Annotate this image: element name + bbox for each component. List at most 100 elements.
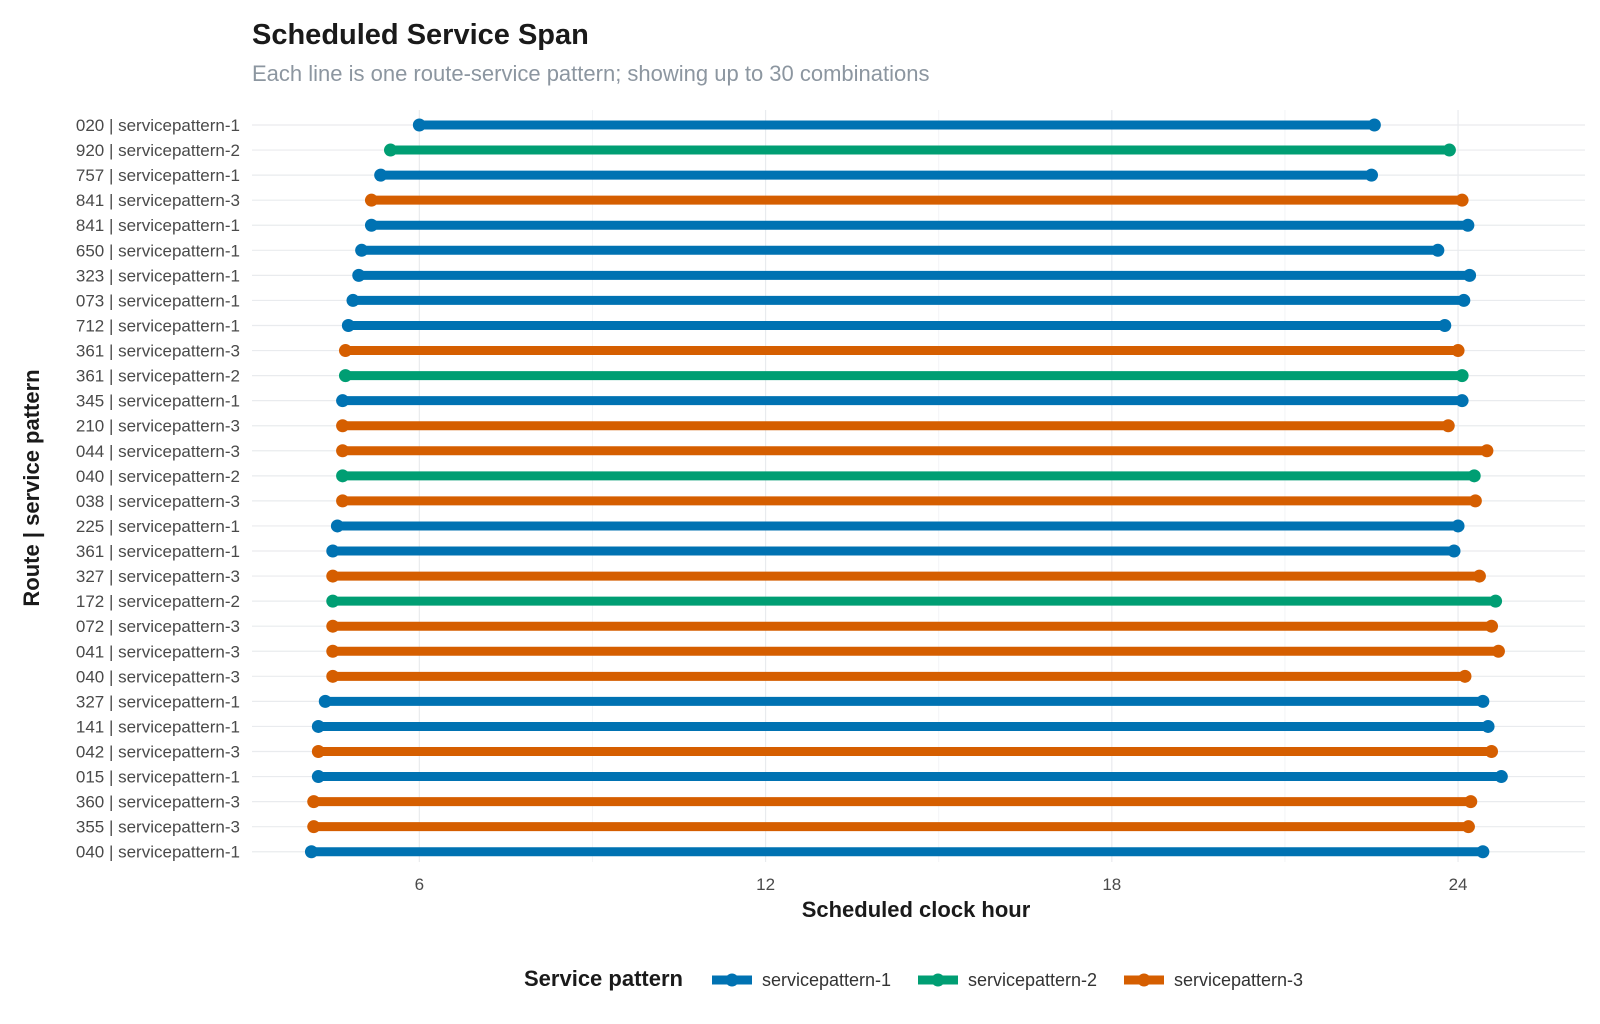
start-point <box>307 820 321 834</box>
end-point <box>1468 494 1482 508</box>
start-point <box>326 544 340 558</box>
y-tick-label: 040 | servicepattern-3 <box>76 667 240 686</box>
dumbbell-row <box>326 569 1486 583</box>
end-point <box>1476 845 1490 859</box>
y-tick-label: 920 | servicepattern-2 <box>76 141 240 160</box>
dumbbell-row <box>338 369 1469 383</box>
y-tick-labels: 020 | servicepattern-1 920 | servicepatte… <box>76 116 240 862</box>
dumbbell-row <box>330 519 1465 533</box>
dumbbell-row <box>336 419 1455 433</box>
dumbbell-row <box>307 820 1475 834</box>
dumbbell-row <box>352 268 1477 282</box>
dumbbell-row <box>336 444 1494 458</box>
dumbbell-row <box>338 344 1465 358</box>
legend-item: servicepattern-3 <box>1124 970 1303 990</box>
start-point <box>336 394 350 408</box>
end-point <box>1441 419 1455 433</box>
start-point <box>311 745 325 758</box>
legend-label: servicepattern-1 <box>762 970 891 990</box>
end-point <box>1472 569 1486 583</box>
dumbbell-row <box>311 745 1499 758</box>
y-tick-label: 040 | servicepattern-1 <box>76 843 240 862</box>
dumbbell-row <box>383 143 1456 157</box>
dumbbell-row <box>355 243 1445 257</box>
end-point <box>1451 344 1465 358</box>
legend-label: servicepattern-2 <box>968 970 1097 990</box>
end-point <box>1485 745 1499 758</box>
legend-key-point <box>1137 973 1151 987</box>
x-tick-label: 24 <box>1449 875 1468 894</box>
dumbbell-row <box>307 795 1478 809</box>
start-point <box>346 293 360 307</box>
legend-item: servicepattern-2 <box>918 970 1097 990</box>
end-point <box>1467 469 1481 483</box>
dumbbell-row <box>336 469 1481 483</box>
end-point <box>1464 795 1478 809</box>
dumbbell-row <box>318 694 1490 708</box>
y-tick-label: 841 | servicepattern-3 <box>76 191 240 210</box>
start-point <box>341 318 355 332</box>
start-point <box>318 694 332 708</box>
dumbbell-row <box>336 494 1482 508</box>
end-point <box>1431 243 1445 257</box>
y-tick-label: 361 | servicepattern-1 <box>76 542 240 561</box>
dumbbell-row <box>412 118 1381 132</box>
end-point <box>1455 369 1469 383</box>
start-point <box>338 344 352 358</box>
x-axis-title: Scheduled clock hour <box>802 897 1031 922</box>
dumbbell-row <box>336 394 1469 408</box>
y-tick-label: 038 | servicepattern-3 <box>76 492 240 511</box>
end-point <box>1481 719 1495 733</box>
y-tick-label: 355 | servicepattern-3 <box>76 818 240 837</box>
start-point <box>412 118 426 132</box>
start-point <box>364 218 378 232</box>
start-point <box>338 369 352 383</box>
start-point <box>326 619 340 633</box>
start-point <box>307 795 321 809</box>
y-tick-label: 041 | servicepattern-3 <box>76 642 240 661</box>
end-point <box>1455 394 1469 408</box>
dumbbell-row <box>326 594 1503 608</box>
dumbbell-row <box>311 719 1495 733</box>
start-point <box>304 845 318 859</box>
start-point <box>383 143 397 157</box>
y-tick-label: 020 | servicepattern-1 <box>76 116 240 135</box>
dumbbell-row <box>364 193 1469 207</box>
y-tick-label: 225 | servicepattern-1 <box>76 517 240 536</box>
chart-title: Scheduled Service Span <box>252 19 589 51</box>
y-tick-label: 360 | servicepattern-3 <box>76 793 240 812</box>
y-tick-label: 040 | servicepattern-2 <box>76 467 240 486</box>
end-point <box>1442 143 1456 157</box>
y-tick-label: 072 | servicepattern-3 <box>76 617 240 636</box>
end-point <box>1458 669 1472 683</box>
y-tick-label: 044 | servicepattern-3 <box>76 442 240 461</box>
y-tick-label: 172 | servicepattern-2 <box>76 592 240 611</box>
end-point <box>1457 293 1471 307</box>
legend-item: servicepattern-1 <box>712 970 891 990</box>
start-point <box>326 644 340 658</box>
start-point <box>326 669 340 683</box>
legend-key-point <box>931 973 945 987</box>
end-point <box>1447 544 1461 558</box>
dumbbell-row <box>346 293 1471 307</box>
dumbbell-row <box>326 644 1505 658</box>
start-point <box>336 444 350 458</box>
y-axis-title: Route | service pattern <box>19 369 44 606</box>
x-tick-label: 6 <box>415 875 424 894</box>
start-point <box>336 494 350 508</box>
dumbbell-row <box>326 544 1461 558</box>
start-point <box>326 594 340 608</box>
start-point <box>330 519 344 533</box>
end-point <box>1491 644 1505 658</box>
legend-key-point <box>725 973 739 987</box>
end-point <box>1461 218 1475 232</box>
y-tick-label: 650 | servicepattern-1 <box>76 241 240 260</box>
x-tick-labels: 6 12 18 24 <box>415 875 1468 894</box>
start-point <box>311 719 325 733</box>
start-point <box>364 193 378 207</box>
dumbbell-row <box>364 218 1475 232</box>
end-point <box>1463 268 1477 282</box>
end-point <box>1489 594 1503 608</box>
start-point <box>355 243 369 257</box>
dumbbell-row <box>311 770 1508 784</box>
